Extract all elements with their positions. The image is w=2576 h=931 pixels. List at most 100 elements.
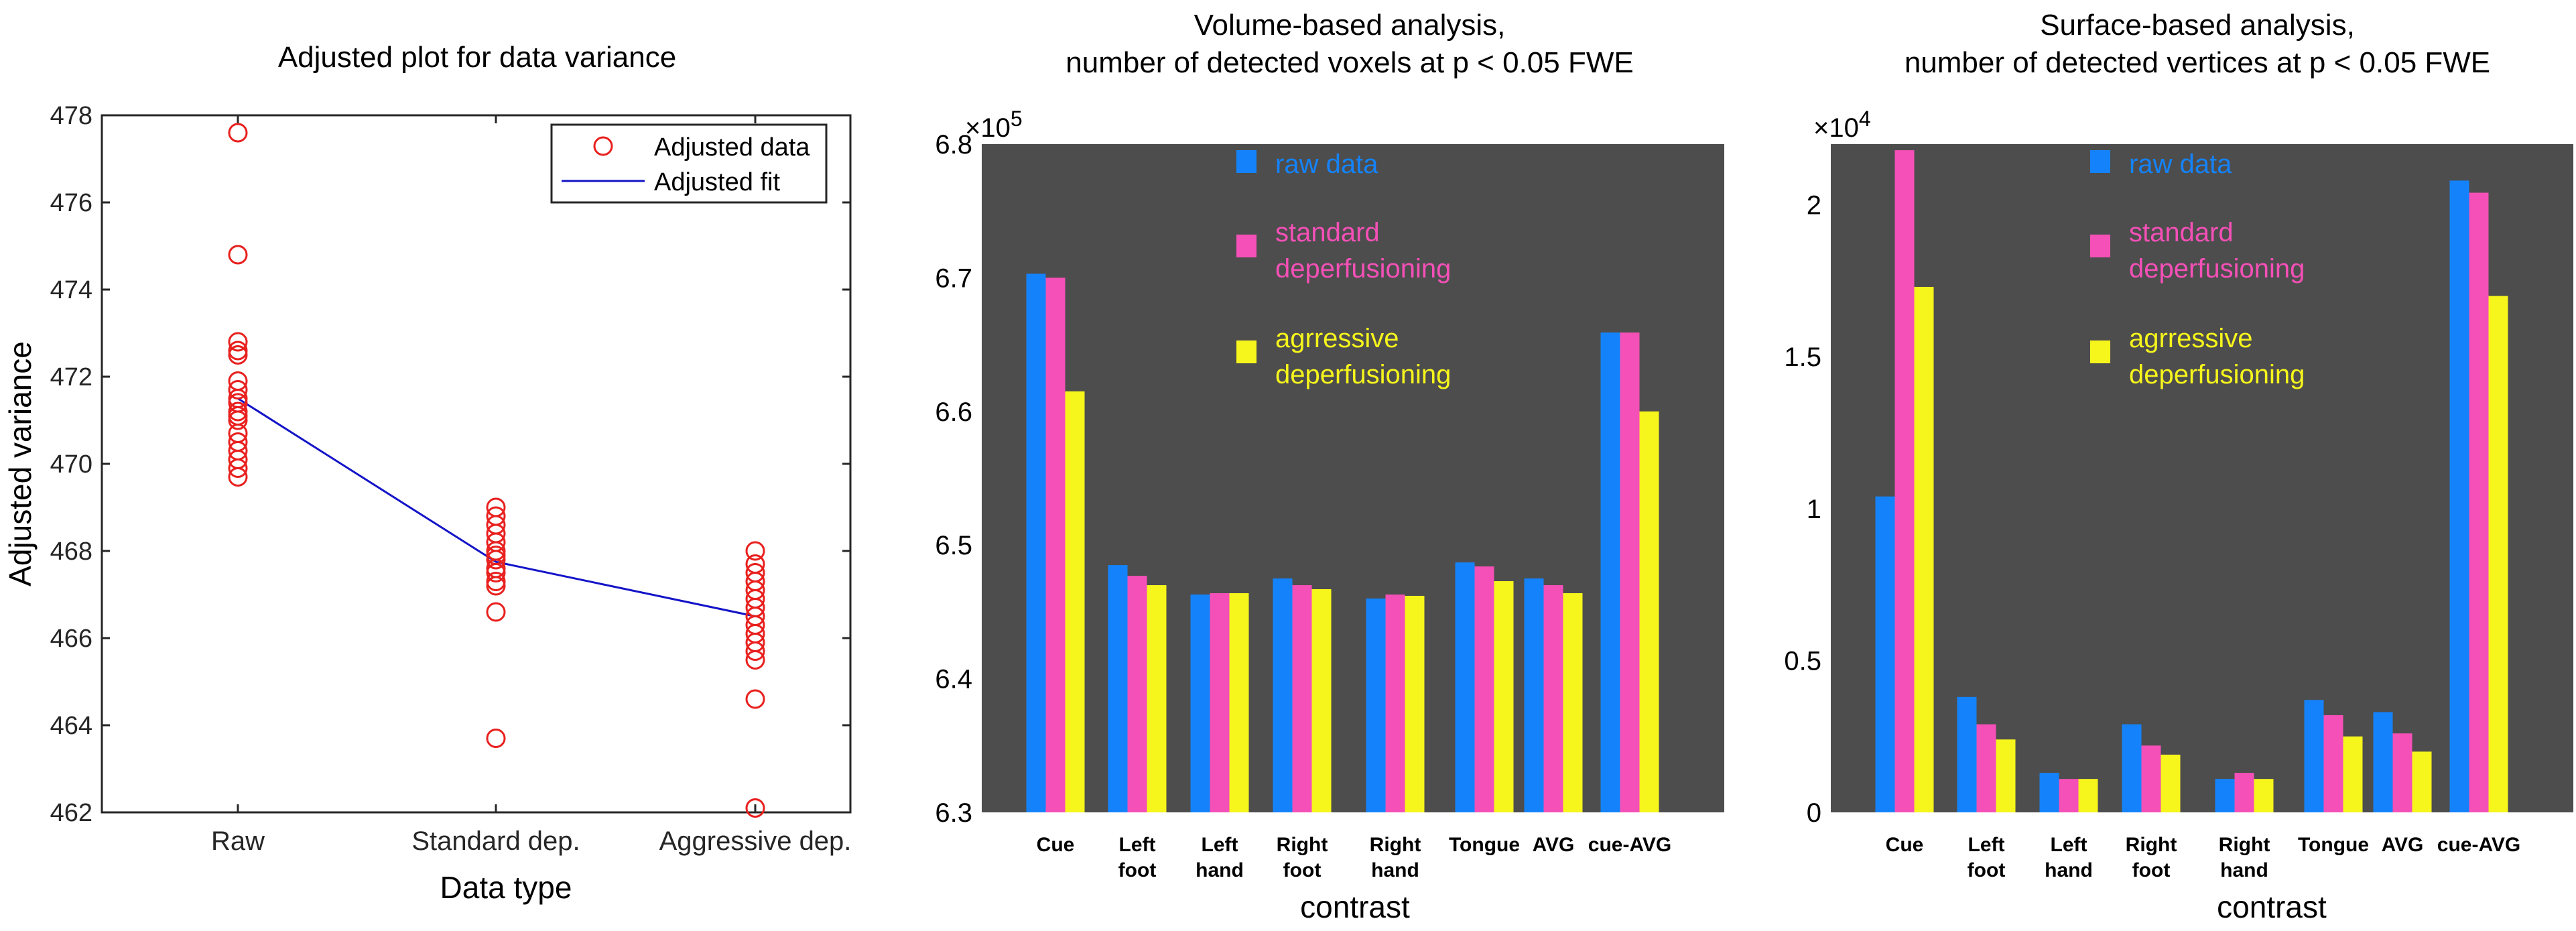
y-tick-label-472: 472 bbox=[50, 363, 92, 391]
data-point-raw bbox=[228, 380, 248, 399]
data-point-aggressive-dep bbox=[745, 689, 765, 709]
bar-cue-avg-series-1 bbox=[1600, 332, 1620, 812]
surface-exponent: ×104 bbox=[1813, 107, 1871, 143]
bar-left-hand-series-1 bbox=[2039, 773, 2059, 812]
bar-avg-series-3 bbox=[1563, 593, 1583, 812]
legend-label-series-2-line-2: deperfusioning bbox=[1275, 254, 1451, 284]
surface-x-axis-label: contrast bbox=[2217, 889, 2327, 924]
bar-cue-series-2 bbox=[1894, 150, 1915, 813]
legend-swatch-2 bbox=[2090, 235, 2110, 257]
y-tick-label-0-5: 0.5 bbox=[1784, 646, 1821, 676]
bar-left-foot-series-2 bbox=[1976, 724, 1996, 812]
bar-tongue-series-1 bbox=[2304, 700, 2324, 812]
y-tick-label-478: 478 bbox=[50, 102, 92, 130]
bar-cue-avg-series-3 bbox=[1639, 411, 1659, 812]
y-tick-label-468: 468 bbox=[50, 538, 92, 566]
surface-plot-area bbox=[1831, 144, 2573, 812]
data-point-aggressive-dep bbox=[745, 641, 765, 661]
scatter-title: Adjusted plot for data variance bbox=[278, 41, 676, 74]
data-point-raw bbox=[228, 332, 248, 352]
variance-scatter-chart: Adjusted plot for data variance 462 464 46… bbox=[3, 41, 852, 905]
volume-exponent-power: 5 bbox=[1011, 107, 1023, 131]
surface-bars bbox=[1875, 150, 2508, 813]
volume-x-axis-label: contrast bbox=[1300, 889, 1410, 924]
y-tick-label-6-5: 6.5 bbox=[935, 531, 972, 560]
data-points bbox=[228, 123, 765, 818]
bar-right-hand-series-3 bbox=[1405, 595, 1425, 812]
x-tick-label-tongue-line-1: Tongue bbox=[1449, 834, 1520, 856]
bar-avg-series-3 bbox=[2412, 751, 2432, 812]
scatter-legend: Adjusted data Adjusted fit bbox=[550, 123, 828, 204]
volume-bars bbox=[1026, 273, 1659, 813]
bar-left-hand-series-2 bbox=[1210, 593, 1230, 812]
x-tick-label-right-hand-line-1: Right bbox=[2219, 834, 2270, 856]
bar-tongue-series-2 bbox=[2323, 715, 2343, 812]
y-tick-label-476: 476 bbox=[50, 189, 92, 217]
x-tick-label-left-foot-line-1: Left bbox=[1968, 834, 2005, 856]
y-tick-label-462: 462 bbox=[50, 799, 92, 827]
bar-right-foot-series-2 bbox=[2141, 745, 2161, 812]
bar-avg-series-2 bbox=[1543, 585, 1563, 812]
data-point-standard-dep bbox=[486, 729, 506, 748]
scatter-plot-area bbox=[101, 114, 852, 814]
bar-left-hand-series-1 bbox=[1190, 594, 1210, 812]
bar-right-foot-series-3 bbox=[2161, 754, 2181, 812]
volume-exponent: ×105 bbox=[965, 107, 1023, 143]
data-point-raw bbox=[228, 467, 248, 487]
data-point-standard-dep bbox=[486, 572, 506, 591]
data-point-standard-dep bbox=[486, 563, 506, 582]
legend-label-series-2-line-1: standard bbox=[2129, 218, 2234, 247]
volume-legend: raw data standard deperfusioning agrressive… bbox=[1236, 149, 1451, 389]
bar-avg-series-2 bbox=[2392, 733, 2412, 812]
bar-left-foot-series-3 bbox=[1147, 585, 1167, 812]
surface-legend: raw data standard deperfusioning agrressive… bbox=[2090, 149, 2305, 389]
legend-label-series-3-line-2: deperfusioning bbox=[1275, 360, 1451, 389]
bar-cue-avg-series-3 bbox=[2488, 296, 2508, 812]
data-point-aggressive-dep bbox=[745, 650, 765, 670]
data-point-raw bbox=[228, 123, 248, 143]
bar-cue-avg-series-1 bbox=[2449, 180, 2469, 812]
x-tick-label-right-hand-line-1: Right bbox=[1370, 834, 1421, 856]
bar-right-foot-series-2 bbox=[1292, 585, 1312, 812]
x-tick-label-right-foot-line-2: foot bbox=[2132, 859, 2171, 881]
legend-box bbox=[550, 123, 828, 204]
x-tick-label-right-foot-line-1: Right bbox=[2126, 834, 2177, 856]
x-tick-label-right-hand-line-2: hand bbox=[2220, 859, 2268, 881]
bar-left-foot-series-3 bbox=[1996, 739, 2016, 812]
bar-tongue-series-2 bbox=[1474, 566, 1494, 812]
data-point-raw bbox=[228, 401, 248, 422]
legend-swatch-1 bbox=[2090, 150, 2110, 173]
bar-cue-avg-series-2 bbox=[2469, 192, 2489, 812]
legend-label-series-3-line-1: agrressive bbox=[2129, 324, 2253, 353]
x-tick-label-aggressive-dep: Aggressive dep. bbox=[659, 826, 852, 856]
x-tick-label-left-foot-line-1: Left bbox=[1119, 834, 1156, 856]
x-tick-label-cue-line-1: Cue bbox=[1886, 834, 1924, 856]
bar-left-foot-series-1 bbox=[1957, 696, 1977, 812]
bar-cue-series-2 bbox=[1045, 277, 1066, 812]
y-tick-label-464: 464 bbox=[50, 712, 92, 740]
bar-avg-series-1 bbox=[2373, 712, 2393, 812]
data-point-raw bbox=[228, 410, 248, 430]
x-tick-label-cue-line-1: Cue bbox=[1037, 834, 1075, 856]
legend-label-adjusted-data: Adjusted data bbox=[654, 133, 810, 162]
y-tick-label-0: 0 bbox=[1807, 798, 1821, 828]
data-point-raw bbox=[228, 458, 248, 478]
surface-bar-chart: Surface-based analysis, number of detect… bbox=[1784, 9, 2573, 924]
surface-y-ticks: 0 0.5 1 1.5 2 bbox=[1784, 191, 1821, 828]
bar-left-hand-series-3 bbox=[1229, 593, 1249, 812]
scatter-y-axis-label: Adjusted variance bbox=[3, 341, 38, 586]
legend-label-raw-data: raw data bbox=[2129, 149, 2232, 179]
legend-label-series-2-line-2: deperfusioning bbox=[2129, 254, 2305, 284]
bar-left-foot-series-1 bbox=[1108, 565, 1128, 812]
x-tick-label-right-hand-line-2: hand bbox=[1371, 859, 1419, 881]
x-tick-label-avg-line-1: AVG bbox=[2382, 834, 2424, 856]
data-point-standard-dep bbox=[486, 550, 506, 570]
x-tick-label-left-foot-line-2: foot bbox=[1118, 859, 1157, 881]
y-tick-label-474: 474 bbox=[50, 276, 92, 304]
legend-label-series-3-line-1: agrressive bbox=[1275, 324, 1399, 353]
bar-cue-series-3 bbox=[1065, 391, 1085, 812]
data-point-standard-dep bbox=[486, 576, 506, 596]
x-tick-label-raw: Raw bbox=[211, 826, 265, 856]
fit-line bbox=[237, 397, 756, 617]
